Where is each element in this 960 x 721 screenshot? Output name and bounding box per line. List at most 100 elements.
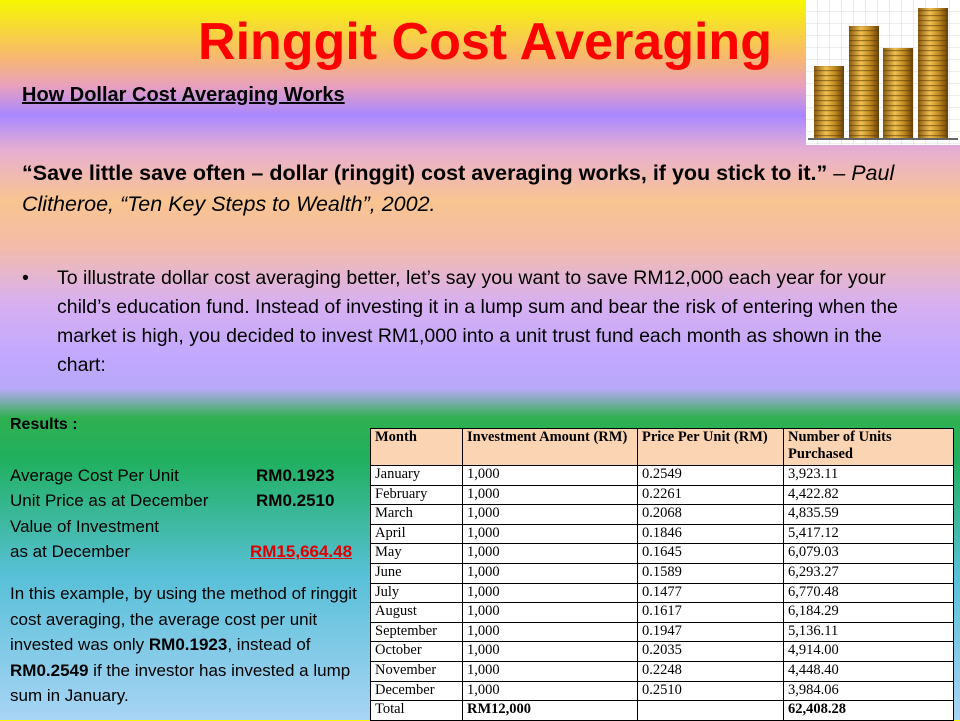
table-cell: Total [370, 700, 463, 721]
table-cell: 5,136.11 [783, 621, 954, 643]
coins-image [806, 0, 960, 145]
table-row: February 1,000 0.2261 4,422.82 [370, 484, 954, 506]
table-cell: 1,000 [462, 562, 638, 584]
table-cell: May [370, 543, 463, 564]
table-cell: February [370, 484, 463, 506]
table-row: April 1,000 0.1846 5,417.12 [370, 523, 954, 545]
bullet-text: To illustrate dollar cost averaging bett… [57, 267, 898, 376]
result-value: RM0.2510 [256, 491, 335, 511]
table-cell: 0.1589 [637, 562, 784, 584]
table-cell: September [370, 621, 463, 643]
table-body: January 1,000 0.2549 3,923.11 February 1,000 0… [370, 465, 954, 721]
result-label: Value of Investment [10, 516, 159, 536]
bullet-item: • To illustrate dollar cost averaging bet… [22, 264, 922, 380]
result-label: as at December [10, 542, 130, 562]
table-cell: 3,923.11 [783, 465, 954, 486]
table-row: Total RM12,000 62,408.28 [370, 700, 954, 721]
table-cell: 0.1617 [637, 602, 784, 623]
table-cell: April [370, 523, 463, 545]
bold-text: RM0.2549 [10, 660, 89, 680]
results: Results : Average Cost Per Unit RM0.1923 U… [10, 412, 368, 709]
quote-text: “Save little save often – dollar (ringgi… [22, 161, 828, 185]
table-cell: 6,184.29 [783, 602, 954, 623]
result-row: as at December RM15,664.48 [10, 539, 368, 565]
quote: “Save little save often – dollar (ringgi… [22, 158, 947, 220]
table-cell: March [370, 504, 463, 525]
table-cell: 0.2549 [637, 465, 784, 486]
table-cell: 0.2261 [637, 484, 784, 506]
results-items: Average Cost Per Unit RM0.1923 Unit Price … [10, 463, 368, 565]
text: , instead of [227, 635, 311, 655]
dash: – [833, 161, 846, 185]
table-cell: 6,770.48 [783, 582, 954, 604]
table-row: December 1,000 0.2510 3,984.06 [370, 680, 954, 702]
text: if the investor has invested a lump sum … [10, 660, 351, 706]
results-heading: Results : [10, 416, 78, 433]
table-cell: 4,448.40 [783, 660, 954, 682]
table-row: August 1,000 0.1617 6,184.29 [370, 602, 954, 623]
header-cell: Investment Amount (RM) [462, 428, 638, 466]
header-row: Month Investment Amount (RM) Price Per Uni… [370, 428, 954, 466]
table-cell: 1,000 [462, 641, 638, 662]
subtitle: How Dollar Cost Averaging Works [22, 84, 345, 106]
table-cell: 1,000 [462, 602, 638, 623]
table-cell: 1,000 [462, 504, 638, 525]
table-cell: 1,000 [462, 582, 638, 604]
table-cell: 0.1947 [637, 621, 784, 643]
table-cell: November [370, 660, 463, 682]
table-cell: 0.2068 [637, 504, 784, 525]
result-row: Average Cost Per Unit RM0.1923 [10, 463, 368, 489]
text: In this example, by using the method of … [10, 583, 357, 655]
table-row: July 1,000 0.1477 6,770.48 [370, 582, 954, 604]
result-label: Unit Price as at December [10, 491, 209, 511]
table-cell: 0.2248 [637, 660, 784, 682]
result-row: Unit Price as at December RM0.2510 [10, 488, 368, 514]
table-row: October 1,000 0.2035 4,914.00 [370, 641, 954, 662]
table-cell: June [370, 562, 463, 584]
table-cell [637, 700, 784, 721]
table-row: March 1,000 0.2068 4,835.59 [370, 504, 954, 525]
table-cell: 0.2510 [637, 680, 784, 702]
bold-text: RM0.1923 [148, 635, 228, 655]
table-cell: 5,417.12 [783, 523, 954, 545]
header-cell: Price Per Unit (RM) [637, 428, 784, 466]
result-value: RM15,664.48 [250, 542, 353, 562]
table-cell: 62,408.28 [783, 700, 954, 721]
table-cell: 4,835.59 [783, 504, 954, 525]
table-cell: 1,000 [462, 543, 638, 564]
table-cell: 1,000 [462, 680, 638, 702]
table-cell: 1,000 [462, 484, 638, 506]
result-label: Average Cost Per Unit [10, 465, 179, 485]
table-cell: 6,079.03 [783, 543, 954, 564]
result-row: Value of Investment [10, 514, 368, 540]
table-cell: 6,293.27 [783, 562, 954, 584]
table-row: May 1,000 0.1645 6,079.03 [370, 543, 954, 564]
header-cell: Month [370, 428, 463, 466]
header-cell: Number of Units Purchased [783, 428, 954, 466]
table-cell: 0.1477 [637, 582, 784, 604]
table-cell: January [370, 465, 463, 486]
table-cell: 0.1846 [637, 523, 784, 545]
table-cell: 3,984.06 [783, 680, 954, 702]
table-cell: RM12,000 [462, 700, 638, 721]
data-table: Month Investment Amount (RM) Price Per Uni… [370, 428, 954, 721]
table-cell: 1,000 [462, 660, 638, 682]
table-cell: 1,000 [462, 621, 638, 643]
table-row: November 1,000 0.2248 4,448.40 [370, 660, 954, 682]
table-row: January 1,000 0.2549 3,923.11 [370, 465, 954, 486]
title: Ringgit Cost Averaging [198, 13, 772, 71]
table-cell: 0.1645 [637, 543, 784, 564]
result-value: RM0.1923 [256, 465, 335, 485]
table-cell: 1,000 [462, 465, 638, 486]
table-cell: 0.2035 [637, 641, 784, 662]
attribution: Paul Clitheroe, “Ten Key Steps to Wealth… [22, 161, 895, 216]
table-cell: 4,422.82 [783, 484, 954, 506]
results-paragraph: In this example, by using the method of … [10, 581, 368, 709]
table-cell: July [370, 582, 463, 604]
table-row: June 1,000 0.1589 6,293.27 [370, 562, 954, 584]
table-cell: December [370, 680, 463, 702]
table-cell: October [370, 641, 463, 662]
table-cell: 4,914.00 [783, 641, 954, 662]
table-cell: 1,000 [462, 523, 638, 545]
